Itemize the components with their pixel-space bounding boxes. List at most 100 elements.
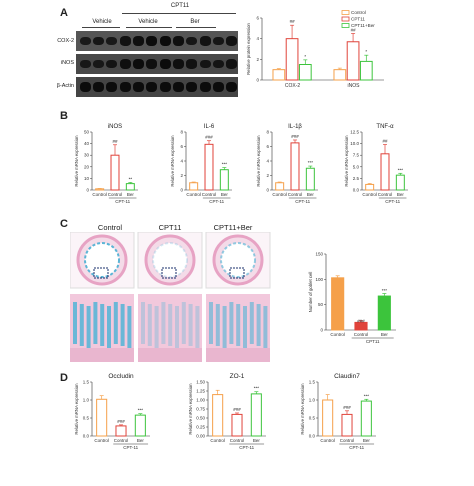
hist-zoom-box: [161, 267, 177, 279]
wb-label-ber: Ber: [190, 19, 200, 25]
y-axis-label: Number of goblet cell: [308, 272, 313, 313]
significance-label: *: [365, 49, 367, 54]
wb-group-header: CPT11: [170, 3, 190, 9]
x-tick-label: Control: [320, 438, 335, 443]
chart-title: Claudin7: [334, 373, 360, 380]
blot-band: [173, 82, 184, 92]
y-axis-label: Relative mRNA expression: [300, 383, 305, 435]
x-tick-label: Control: [340, 438, 355, 443]
y-tick-label: 0: [320, 328, 323, 333]
x-tick-label: Ber: [381, 332, 389, 337]
blot-band: [106, 59, 117, 69]
y-axis-label: Relative protein expression: [246, 22, 251, 74]
hist-colon-lumen: [84, 242, 120, 278]
hist-colon-lumen: [152, 242, 188, 278]
chart-title: IL-6: [204, 124, 215, 130]
bar: [231, 413, 243, 437]
bar: [346, 41, 360, 81]
y-tick-label: 10: [84, 176, 90, 181]
hist-submucosa: [206, 348, 270, 362]
bar: [115, 425, 127, 437]
group-label: CPT-11: [349, 445, 364, 450]
hist-crypt: [215, 304, 220, 346]
y-tick-label: 1.50: [196, 380, 205, 385]
blot-band: [120, 82, 131, 92]
blot-band: [226, 36, 237, 46]
wb-label-vehicle-1: Vehicle: [92, 19, 112, 25]
significance-label: ***: [382, 288, 388, 293]
y-tick-label: 150: [315, 252, 323, 257]
hist-crypt: [181, 302, 186, 344]
blot-band: [200, 36, 211, 46]
blot-band: [146, 36, 157, 46]
group-label: CPT11: [366, 339, 380, 344]
y-tick-label: 30: [84, 153, 90, 158]
hist-crypt: [229, 302, 234, 344]
bar: [354, 321, 368, 331]
y-axis-label: Relative mRNA expression: [256, 135, 261, 187]
wb-line-ber: [176, 27, 216, 28]
y-tick-label: 8: [180, 130, 183, 135]
y-tick-label: 0.0: [83, 434, 90, 439]
wb-line-vehicle: [82, 27, 120, 28]
blot-band: [160, 59, 171, 69]
wb-row-label-cox2: COX-2: [57, 38, 74, 44]
blot-band: [120, 59, 131, 69]
legend-label: CPT11+Ber: [351, 23, 375, 28]
significance-label: ##: [351, 28, 357, 33]
legend-swatch: [341, 23, 350, 28]
y-tick-label: 100: [315, 277, 323, 282]
y-tick-label: 2: [180, 173, 183, 178]
x-tick-label: Control: [330, 332, 345, 337]
group-label: CPT-11: [209, 199, 224, 204]
y-tick-label: 1.5: [83, 380, 90, 385]
hist-colon-lumen: [220, 242, 256, 278]
blot-strip-cox2: [76, 31, 238, 51]
significance-label: ###: [291, 134, 299, 139]
x-tick-label: Ber: [127, 192, 135, 197]
bar: [95, 188, 105, 191]
x-tick-label: Control: [288, 192, 303, 197]
chart-A-protein: 0 2 4 6 Relative protein expression ## * COX-2 #…: [246, 10, 384, 89]
blot-band: [106, 82, 117, 92]
bar: [377, 295, 391, 331]
y-tick-label: 0: [266, 188, 269, 193]
hist-submucosa: [70, 348, 134, 362]
x-tick-label: iNOS: [348, 83, 361, 89]
significance-label: ###: [233, 407, 241, 412]
chart-B-iNOS: 0 10 20 30 40 50 Relative mRNA expression iNOS C…: [74, 124, 138, 204]
hist-crypt: [93, 302, 98, 344]
histology-images: [70, 232, 272, 364]
significance-label: ##: [112, 139, 118, 144]
blot-band: [160, 36, 171, 46]
bar: [125, 183, 135, 191]
y-tick-label: 0.5: [309, 416, 316, 421]
hist-crypt: [154, 306, 159, 348]
significance-label: ***: [138, 408, 144, 413]
x-tick-label: Control: [230, 438, 245, 443]
hist-crypt: [73, 302, 77, 344]
blot-band: [80, 82, 91, 92]
significance-label: ###: [357, 318, 365, 323]
hist-crypt: [107, 306, 111, 348]
bar: [272, 69, 286, 81]
hist-crypt: [263, 306, 268, 348]
legend-swatch: [341, 10, 350, 15]
blot-band: [93, 82, 104, 92]
panel-letter-b: B: [60, 110, 68, 122]
hist-crypt: [249, 302, 254, 344]
y-tick-label: 4: [266, 159, 269, 164]
bar: [212, 394, 224, 437]
blot-band: [93, 36, 104, 46]
hist-crypt: [127, 306, 132, 348]
hist-crypt: [113, 302, 118, 344]
blot-band: [173, 36, 184, 46]
y-tick-label: 0: [256, 78, 259, 83]
x-tick-label: Ber: [221, 192, 229, 197]
y-tick-label: 6: [256, 16, 259, 21]
bar: [359, 60, 373, 81]
y-axis-label: Relative mRNA expression: [344, 135, 349, 187]
panel-letter-a: A: [60, 7, 68, 19]
y-axis-label: Relative mRNA expression: [170, 135, 175, 187]
y-tick-label: 12.5: [350, 130, 359, 135]
